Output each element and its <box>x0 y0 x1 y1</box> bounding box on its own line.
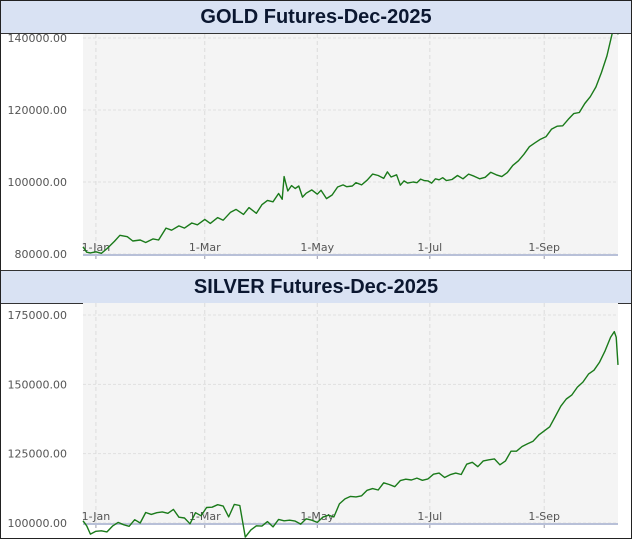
silver-plot-background <box>83 303 618 523</box>
gold-x-tick-label: 1-Jul <box>417 241 442 254</box>
gold-chart-plot: 80000.00 100000.00 120000.00 140000.00 1-Jan… <box>8 34 619 261</box>
silver-x-tick-label: 1-Jul <box>417 510 442 523</box>
silver-chart-panel: SILVER Futures-Dec-2025 100000.00 125000.… <box>1 270 631 538</box>
gold-price-line <box>82 34 619 255</box>
silver-price-line <box>82 330 619 538</box>
silver-chart-plot: 100000.00 125000.00 150000.00 175000.00 1-Ja… <box>8 303 619 538</box>
gold-x-tick-label: 1-May <box>300 241 334 254</box>
gold-x-tick-label: 1-Sep <box>528 241 560 254</box>
gold-y-tick-label: 100000.00 <box>8 176 68 189</box>
gold-x-tick-label: 1-Jan <box>82 241 111 254</box>
silver-y-tick-label: 150000.00 <box>8 378 68 391</box>
silver-x-tick-label: 1-Jan <box>82 510 111 523</box>
silver-y-tick-label: 175000.00 <box>8 309 68 322</box>
gold-chart-panel: GOLD Futures-Dec-2025 80000.00 100000.00 1… <box>1 1 631 271</box>
silver-chart-title: SILVER Futures-Dec-2025 <box>1 270 631 304</box>
gold-x-tick-label: 1-Mar <box>189 241 221 254</box>
silver-y-tick-label: 125000.00 <box>8 448 68 461</box>
gold-y-tick-label: 140000.00 <box>8 34 68 45</box>
gold-y-tick-label: 120000.00 <box>8 104 68 117</box>
silver-y-tick-label: 100000.00 <box>8 517 68 530</box>
gold-plot-background <box>83 34 618 254</box>
silver-x-tick-label: 1-Sep <box>528 510 560 523</box>
gold-chart-title: GOLD Futures-Dec-2025 <box>1 1 631 34</box>
silver-x-tick-label: 1-May <box>300 510 334 523</box>
gold-y-tick-label: 80000.00 <box>15 248 68 261</box>
